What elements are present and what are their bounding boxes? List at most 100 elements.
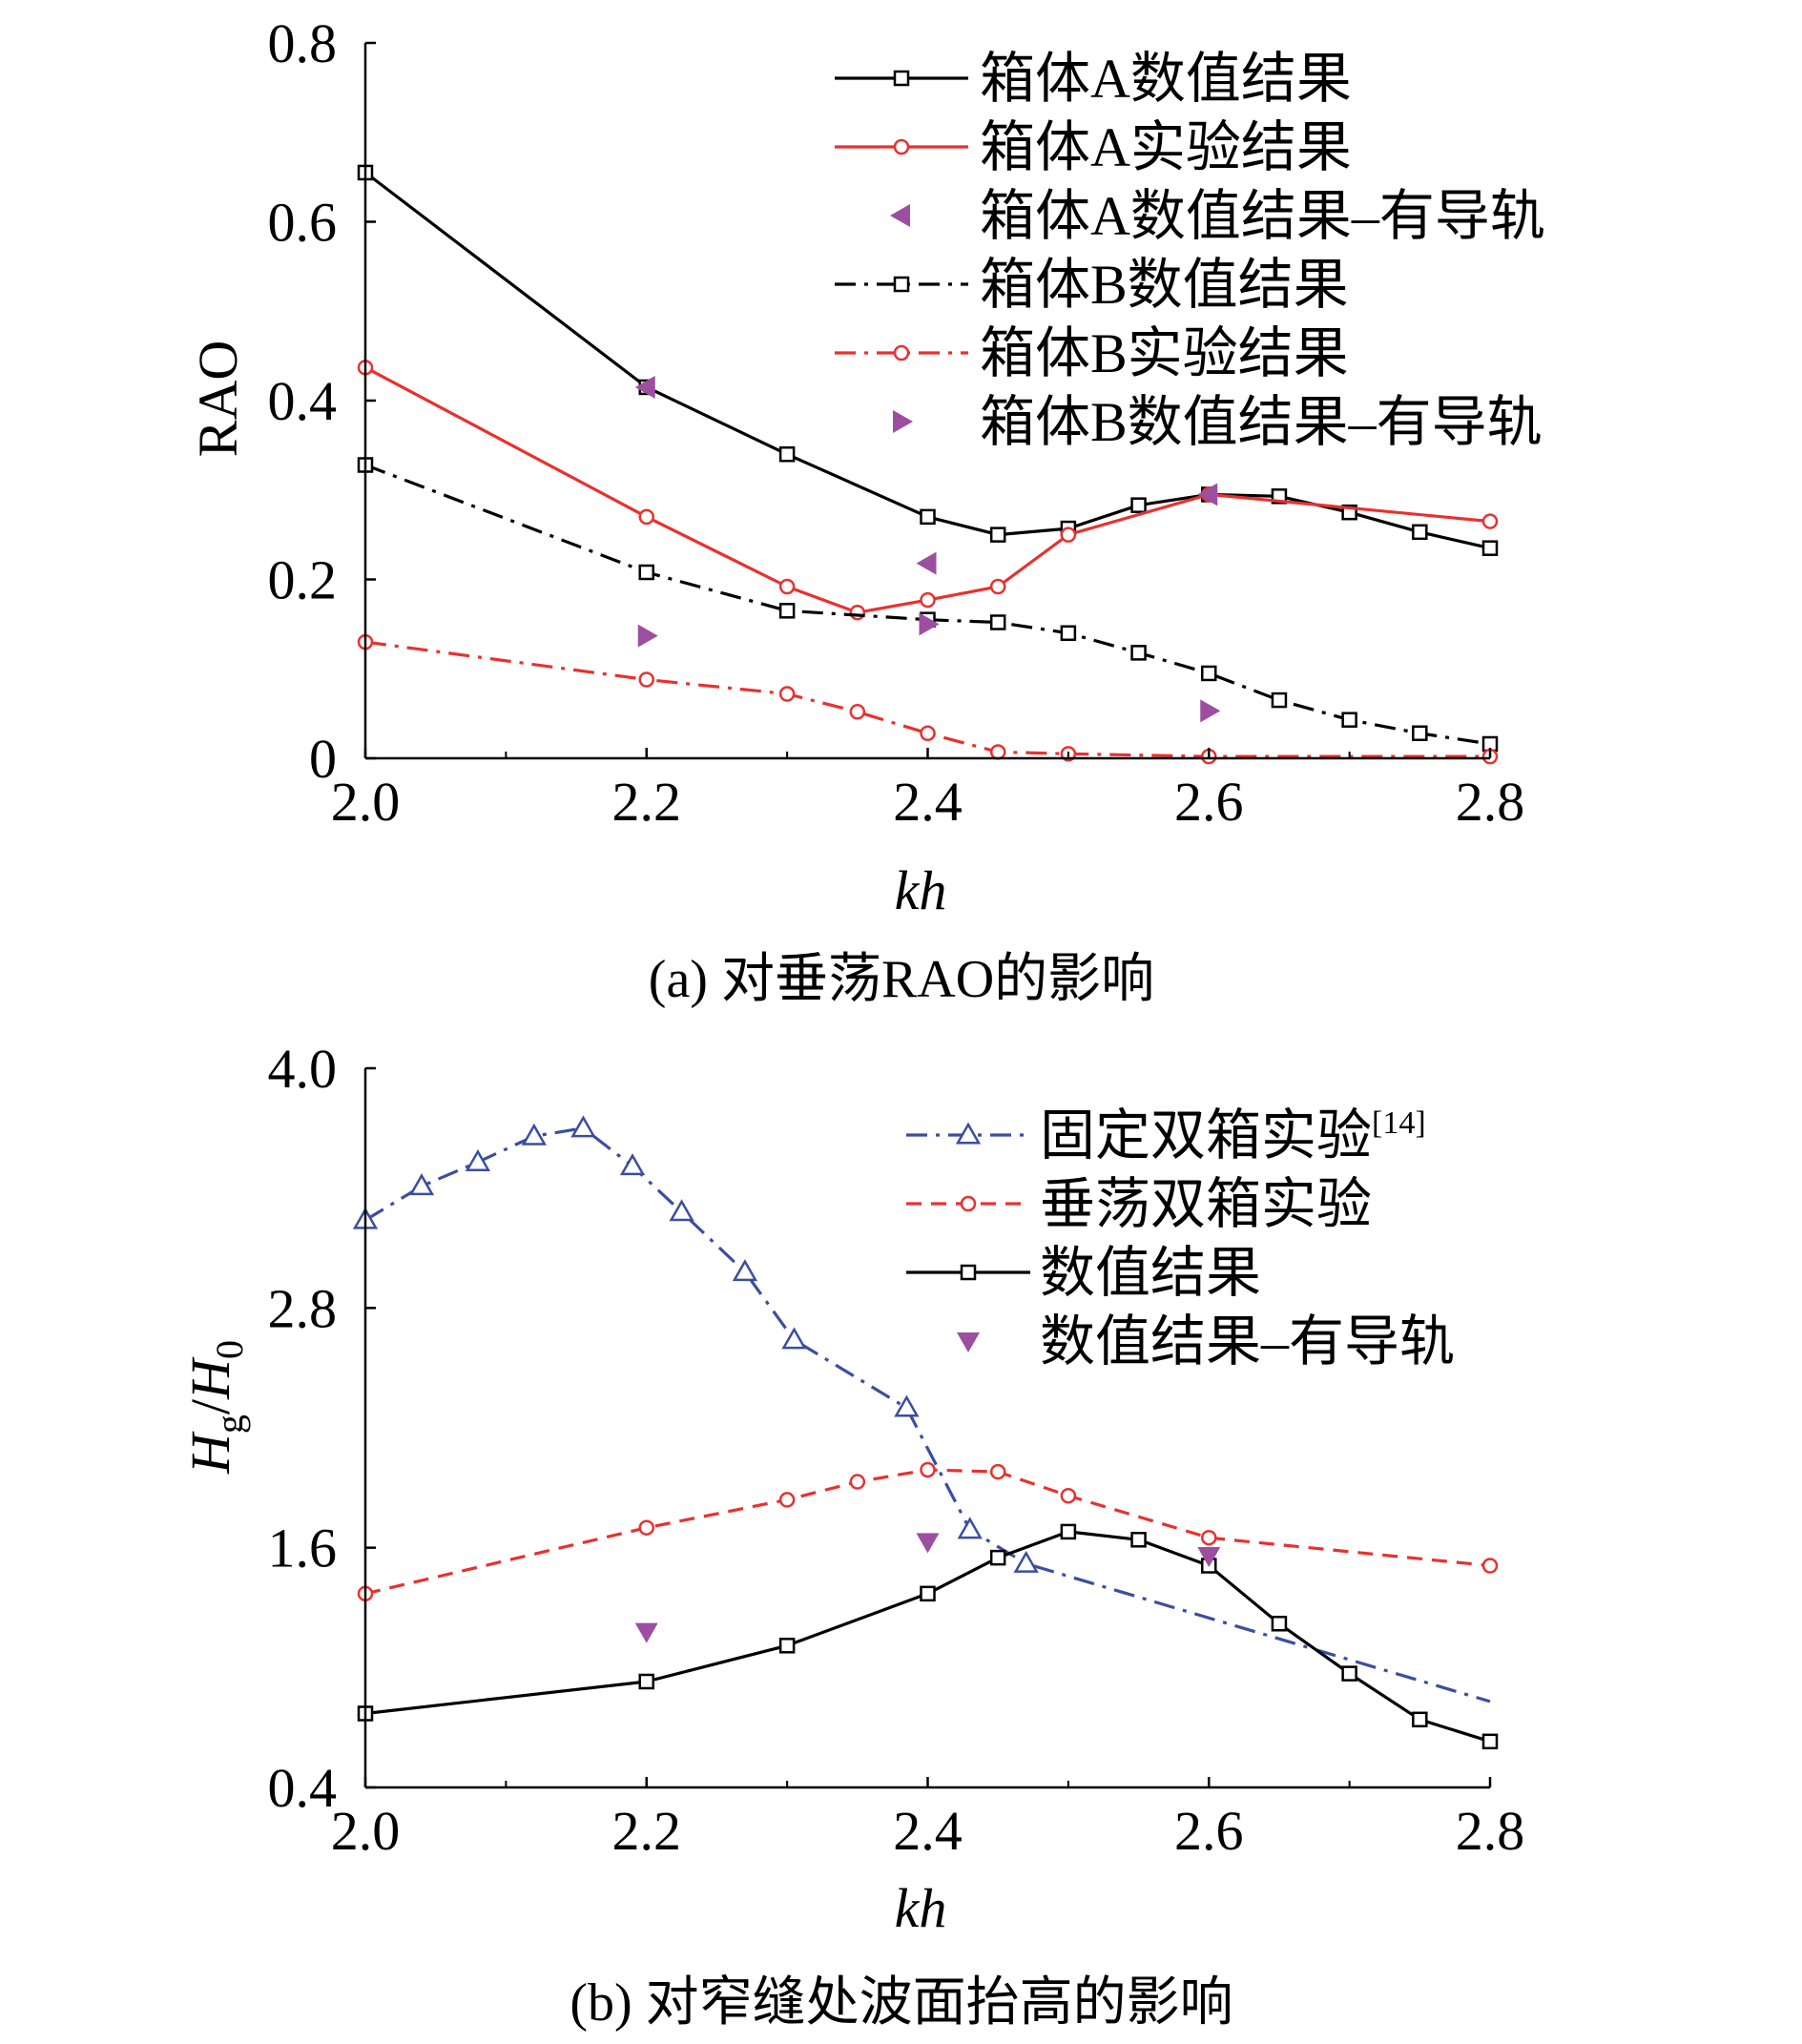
data-point-a-1 bbox=[849, 604, 866, 621]
data-point-b-3 bbox=[916, 1533, 940, 1554]
caption-b: (b) 对窄缝处波面抬高的影响 bbox=[570, 1973, 1232, 2033]
y-tick-label-a: 0.4 bbox=[268, 370, 338, 432]
data-point-b-2 bbox=[778, 1638, 796, 1654]
data-point-a-1 bbox=[638, 508, 654, 526]
data-point-a-4 bbox=[920, 725, 936, 741]
x-tick-label-b: 2.8 bbox=[1456, 1800, 1525, 1862]
series-b-2 bbox=[357, 1523, 1499, 1750]
data-point-a-0 bbox=[1412, 524, 1428, 541]
data-point-a-5 bbox=[919, 612, 940, 636]
y-label-b-slash: / bbox=[179, 1398, 241, 1414]
data-point-a-1 bbox=[1481, 513, 1499, 529]
data-point-b-0 bbox=[1013, 1550, 1039, 1573]
series-a-4 bbox=[357, 633, 1499, 765]
legend-label-text-a-3: 箱体B数值结果 bbox=[980, 254, 1349, 316]
data-point-b-1 bbox=[638, 1519, 654, 1536]
legend-label-sup-b-0: [14] bbox=[1372, 1105, 1426, 1141]
x-tick-label-a: 2.4 bbox=[893, 771, 963, 833]
series-line-b-2 bbox=[364, 1530, 1491, 1744]
data-point-b-3 bbox=[1197, 1547, 1221, 1568]
legend-label-a-1: 箱体A实验结果 bbox=[980, 116, 1352, 178]
legend-label-a-4: 箱体B实验结果 bbox=[980, 322, 1349, 384]
data-point-b-2 bbox=[1412, 1711, 1428, 1728]
data-point-b-2 bbox=[920, 1585, 936, 1602]
y-label-b-main: H bbox=[179, 1431, 241, 1475]
y-axis-label-b: Hg/H0 bbox=[179, 1340, 251, 1475]
data-point-b-0 bbox=[408, 1173, 435, 1196]
y-axis-label-a: RAO bbox=[187, 341, 249, 457]
x-tick-label-b: 2.6 bbox=[1174, 1800, 1244, 1862]
legend-marker-a-0 bbox=[893, 70, 910, 87]
legend-label-a-0: 箱体A数值结果 bbox=[980, 48, 1352, 110]
series-a-2 bbox=[634, 375, 1218, 575]
x-tick-label-a: 2.2 bbox=[612, 771, 682, 833]
legend-label-a-2: 箱体A数值结果–有导轨 bbox=[980, 185, 1545, 247]
x-axis-label-a: kh bbox=[895, 859, 947, 921]
series-line-a-0 bbox=[364, 171, 1491, 550]
data-point-a-4 bbox=[849, 704, 866, 720]
legend-label-text-a-1: 箱体A实验结果 bbox=[980, 116, 1352, 178]
legend-marker-a-2 bbox=[890, 204, 910, 227]
y-label-b-sub: g bbox=[208, 1414, 251, 1434]
data-point-b-0 bbox=[521, 1123, 548, 1146]
data-point-a-5 bbox=[637, 624, 658, 648]
data-point-b-1 bbox=[1201, 1529, 1217, 1546]
legend-entry-b-3: 数值结果–有导轨 bbox=[957, 1311, 1455, 1373]
y-tick-label-a: 0.6 bbox=[268, 192, 338, 254]
legend-label-text-a-4: 箱体B实验结果 bbox=[980, 322, 1349, 384]
data-point-a-3 bbox=[1412, 725, 1428, 741]
data-point-a-2 bbox=[916, 551, 937, 575]
data-point-a-1 bbox=[920, 591, 936, 609]
chart-a: 2.0 2.2 2.4 2.6 2.8 0 0.2 0.4 0.6 0.8 箱体A数值结果箱体A实… bbox=[187, 12, 1545, 1009]
legend-label-text-a-2: 箱体A数值结果–有导轨 bbox=[980, 185, 1545, 247]
data-point-b-1 bbox=[849, 1474, 866, 1490]
data-point-b-1 bbox=[920, 1461, 936, 1478]
data-point-b-0 bbox=[732, 1259, 758, 1282]
legend-marker-a-5 bbox=[893, 410, 913, 433]
y-tick-label-b: 4.0 bbox=[268, 1038, 338, 1100]
y-label-b-main2: H bbox=[179, 1356, 241, 1400]
data-point-b-0 bbox=[619, 1153, 646, 1176]
legend-marker-b-3 bbox=[957, 1332, 980, 1352]
legend-label-text-b-3: 数值结果–有导轨 bbox=[1040, 1311, 1455, 1373]
data-point-a-3 bbox=[1060, 625, 1077, 641]
data-point-a-3 bbox=[778, 603, 796, 619]
series-line-a-4 bbox=[364, 640, 1490, 758]
series-a-5 bbox=[637, 612, 1221, 723]
legend-marker-a-3 bbox=[893, 276, 910, 293]
legend-label-a-5: 箱体B数值结果–有导轨 bbox=[980, 391, 1543, 453]
y-tick-label-a: 0.8 bbox=[268, 12, 338, 74]
y-tick-label-b: 0.4 bbox=[268, 1757, 338, 1819]
data-point-a-0 bbox=[778, 446, 796, 463]
legend-label-b-3: 数值结果–有导轨 bbox=[1040, 1311, 1455, 1373]
series-line-b-1 bbox=[364, 1468, 1491, 1596]
data-point-a-0 bbox=[989, 526, 1006, 543]
data-point-a-3 bbox=[1130, 645, 1147, 661]
data-point-b-1 bbox=[1060, 1487, 1077, 1504]
data-point-a-3 bbox=[989, 614, 1006, 630]
data-point-a-2 bbox=[1197, 483, 1218, 506]
data-point-a-1 bbox=[989, 578, 1006, 595]
legend-marker-b-2 bbox=[960, 1264, 977, 1281]
data-point-a-1 bbox=[1060, 526, 1077, 543]
legend-entry-a-4: 箱体B实验结果 bbox=[835, 322, 1349, 384]
data-point-b-0 bbox=[957, 1517, 983, 1539]
data-point-a-4 bbox=[778, 686, 796, 702]
legend-label-a-3: 箱体B数值结果 bbox=[980, 254, 1349, 316]
data-point-a-3 bbox=[1341, 712, 1357, 728]
legend-label-b-2: 数值结果 bbox=[1040, 1242, 1261, 1304]
data-point-b-3 bbox=[634, 1622, 658, 1643]
data-point-b-1 bbox=[1481, 1558, 1499, 1574]
x-tick-label-b: 2.0 bbox=[331, 1800, 401, 1862]
data-point-b-2 bbox=[638, 1673, 654, 1690]
chart-b: 2.0 2.2 2.4 2.6 2.8 0.4 1.6 2.8 4.0 固定双箱实验[14]垂荡… bbox=[179, 1038, 1524, 2033]
data-point-b-2 bbox=[1130, 1532, 1147, 1548]
legend-label-b-1: 垂荡双箱实验 bbox=[1040, 1173, 1372, 1235]
y-tick-label-b: 2.8 bbox=[268, 1277, 338, 1339]
legend-marker-b-0 bbox=[955, 1122, 982, 1145]
data-point-b-2 bbox=[1271, 1616, 1288, 1632]
data-point-a-4 bbox=[638, 671, 654, 688]
legend-marker-a-1 bbox=[893, 138, 910, 155]
data-point-b-0 bbox=[781, 1327, 807, 1350]
data-point-a-5 bbox=[1200, 699, 1221, 723]
